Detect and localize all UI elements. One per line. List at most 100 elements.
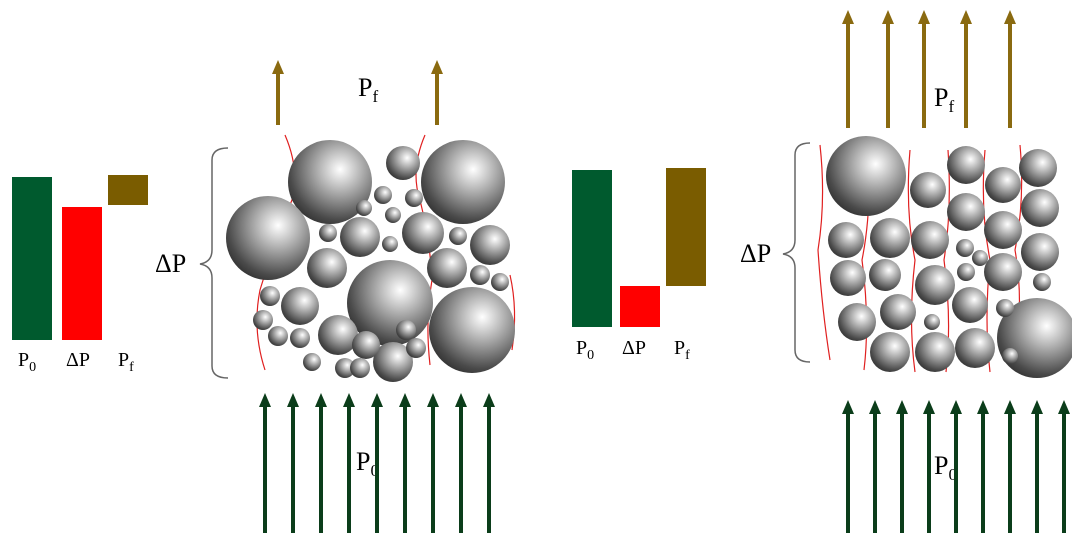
arrow bbox=[960, 10, 972, 128]
brace bbox=[783, 143, 810, 362]
top-label: Pf bbox=[934, 83, 954, 116]
arrow bbox=[842, 400, 854, 533]
diagram: P0 ΔP Pf P0 ΔP Pf ΔP ΔP Pf P0 Pf P0 bbox=[0, 0, 1072, 533]
particle bbox=[870, 218, 910, 258]
particle bbox=[911, 221, 949, 259]
arrow bbox=[272, 60, 284, 125]
particle bbox=[1002, 348, 1018, 364]
arrow-head bbox=[977, 400, 989, 414]
arrow bbox=[287, 393, 299, 533]
arrow bbox=[896, 400, 908, 533]
bar-p0 bbox=[12, 177, 52, 340]
particle bbox=[924, 314, 940, 330]
particle bbox=[984, 211, 1022, 249]
arrow bbox=[431, 60, 443, 125]
particle bbox=[374, 186, 392, 204]
particle bbox=[350, 358, 370, 378]
arrow-head bbox=[431, 60, 443, 74]
particle bbox=[955, 328, 995, 368]
arrow-head bbox=[1004, 10, 1016, 24]
particle bbox=[915, 265, 955, 305]
bar-label: P0 bbox=[576, 337, 594, 363]
bar-pf bbox=[108, 175, 148, 205]
arrow bbox=[483, 393, 495, 533]
particle bbox=[952, 287, 988, 323]
arrow bbox=[315, 393, 327, 533]
bar-label: Pf bbox=[674, 337, 690, 363]
bar-label: P0 bbox=[18, 349, 36, 375]
particle bbox=[828, 222, 864, 258]
arrow bbox=[259, 393, 271, 533]
arrow-head bbox=[1031, 400, 1043, 414]
arrow-head bbox=[259, 393, 271, 407]
bar-label: ΔP bbox=[622, 337, 646, 359]
arrow-head bbox=[315, 393, 327, 407]
arrow-head bbox=[272, 60, 284, 74]
particle bbox=[340, 217, 380, 257]
particle bbox=[869, 259, 901, 291]
bar-pf bbox=[666, 168, 706, 286]
particle bbox=[226, 196, 310, 280]
particle bbox=[1021, 233, 1059, 271]
arrow bbox=[1004, 400, 1016, 533]
particle bbox=[1033, 273, 1051, 291]
particle bbox=[253, 310, 273, 330]
arrow bbox=[869, 400, 881, 533]
bar-label: ΔP bbox=[66, 349, 90, 371]
particle bbox=[318, 315, 358, 355]
arrow-head bbox=[842, 400, 854, 414]
brace bbox=[200, 148, 228, 378]
arrow-head bbox=[287, 393, 299, 407]
particle bbox=[470, 265, 490, 285]
bar-label: Pf bbox=[118, 349, 134, 375]
arrow bbox=[842, 10, 854, 128]
arrow-head bbox=[882, 10, 894, 24]
arrow-head bbox=[371, 393, 383, 407]
bar-dp bbox=[62, 207, 102, 340]
arrow bbox=[1031, 400, 1043, 533]
top-label: Pf bbox=[358, 73, 378, 106]
particle bbox=[947, 193, 985, 231]
particle bbox=[405, 189, 423, 207]
arrow-head bbox=[918, 10, 930, 24]
particle bbox=[826, 136, 906, 216]
particle bbox=[984, 253, 1022, 291]
arrow-head bbox=[896, 400, 908, 414]
particle bbox=[491, 273, 509, 291]
particle bbox=[396, 320, 416, 340]
particle bbox=[985, 167, 1021, 203]
particle bbox=[268, 326, 288, 346]
particle bbox=[356, 200, 372, 216]
bar-dp bbox=[620, 286, 660, 327]
arrow bbox=[1004, 10, 1016, 128]
particle bbox=[385, 207, 401, 223]
particle bbox=[915, 332, 955, 372]
particle bbox=[307, 248, 347, 288]
arrow bbox=[977, 400, 989, 533]
particle bbox=[260, 286, 280, 306]
arrow-head bbox=[869, 400, 881, 414]
side-label: ΔP bbox=[155, 249, 186, 278]
particle bbox=[910, 172, 946, 208]
particle bbox=[972, 250, 988, 266]
particle bbox=[996, 299, 1014, 317]
particle bbox=[281, 287, 319, 325]
particle bbox=[303, 353, 321, 371]
particle bbox=[352, 331, 380, 359]
particle bbox=[1019, 149, 1057, 187]
side-label: ΔP bbox=[740, 239, 771, 268]
particle bbox=[386, 146, 420, 180]
arrow bbox=[1058, 400, 1070, 533]
arrow-head bbox=[960, 10, 972, 24]
arrow bbox=[427, 393, 439, 533]
arrow-head bbox=[343, 393, 355, 407]
particle bbox=[870, 332, 910, 372]
arrow bbox=[455, 393, 467, 533]
bar-p0 bbox=[572, 170, 612, 327]
particle bbox=[449, 227, 467, 245]
particle bbox=[838, 303, 876, 341]
particle bbox=[880, 294, 916, 330]
arrow-head bbox=[923, 400, 935, 414]
bottom-label: P0 bbox=[934, 451, 957, 484]
particle bbox=[429, 287, 515, 373]
